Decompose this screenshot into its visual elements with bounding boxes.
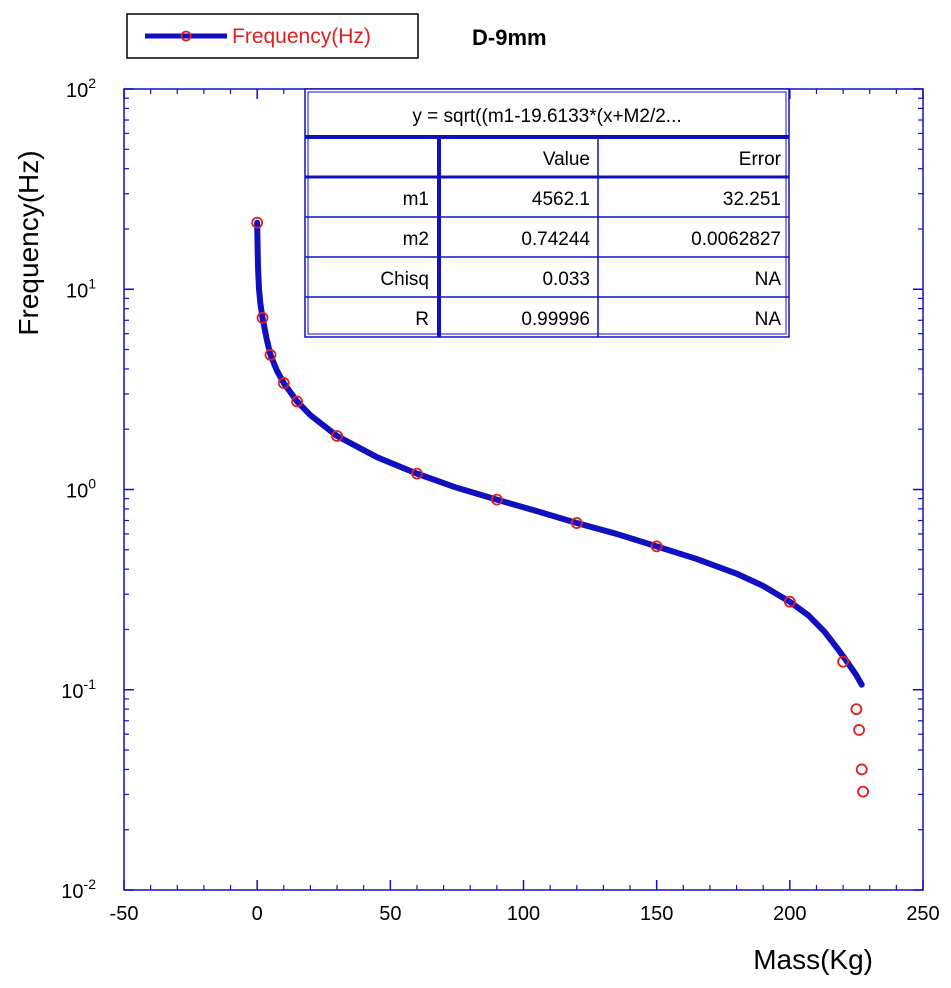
data-point-marker [291, 395, 304, 408]
data-point-marker [857, 785, 869, 798]
data-point-marker [853, 724, 865, 736]
table-header-cell: Value [543, 149, 590, 170]
legend: Frequency(Hz) [126, 13, 419, 59]
fit-curve-line [254, 219, 865, 688]
y-tick-label: 101 [66, 275, 96, 302]
y-axis-title: Frequency(Hz) [13, 150, 44, 335]
x-tick-label: 100 [507, 903, 540, 925]
data-point-marker [264, 349, 277, 361]
legend-marker-sample [180, 30, 192, 42]
y-tick-label: 102 [66, 75, 96, 102]
table-cell: 0.99996 [521, 309, 590, 330]
x-tick-label: 200 [773, 903, 806, 925]
fit-line-layer [254, 219, 865, 688]
table-cell: NA [755, 269, 782, 290]
data-point-marker [251, 216, 264, 229]
table-cell: NA [755, 309, 782, 330]
x-axis-title: Mass(Kg) [753, 944, 873, 975]
data-point-marker [650, 540, 663, 553]
data-point-marker [277, 377, 290, 389]
x-tick-label: 250 [906, 903, 939, 925]
table-cell: Chisq [380, 269, 429, 290]
marker-layer [251, 216, 869, 798]
x-tick-label: 50 [379, 903, 401, 925]
data-point-marker [411, 467, 423, 480]
table-cell: R [415, 309, 429, 330]
legend-entry-label: Frequency(Hz) [232, 25, 371, 48]
y-tick-label: 10-1 [61, 676, 96, 703]
table-header-cell: Error [739, 149, 782, 170]
data-point-marker [783, 595, 796, 608]
table-cell: 4562.1 [532, 189, 590, 210]
y-tick-label: 10-2 [61, 876, 96, 903]
table-inner-frame [307, 91, 787, 335]
data-point-marker [837, 655, 849, 668]
y-tick-label: 100 [66, 476, 96, 503]
fit-equation: y = sqrt((m1-19.6133*(x+M2/2... [412, 106, 681, 127]
fit-results-table: y = sqrt((m1-19.6133*(x+M2/2... Value Erro… [304, 88, 790, 338]
y-axis-ticks: 10-2 10-1 100 101 102 [61, 75, 923, 903]
table-cell: 0.0062827 [691, 229, 781, 250]
x-tick-label: 150 [640, 903, 673, 925]
x-tick-label: -50 [110, 903, 139, 925]
data-point-marker [570, 517, 583, 529]
table-cell: 32.251 [723, 189, 781, 210]
table-cell: m1 [403, 189, 429, 210]
data-point-marker [855, 763, 868, 776]
x-tick-label: 0 [252, 903, 263, 925]
chart-title: D-9mm [472, 25, 547, 50]
data-point-marker [490, 493, 503, 506]
table-cell: 0.74244 [521, 229, 590, 250]
table-frame [304, 88, 790, 338]
data-point-marker [850, 703, 863, 716]
data-point-marker [331, 430, 343, 442]
data-point-marker [256, 311, 269, 324]
table-cell: m2 [403, 229, 429, 250]
table-cell: 0.033 [542, 269, 590, 290]
